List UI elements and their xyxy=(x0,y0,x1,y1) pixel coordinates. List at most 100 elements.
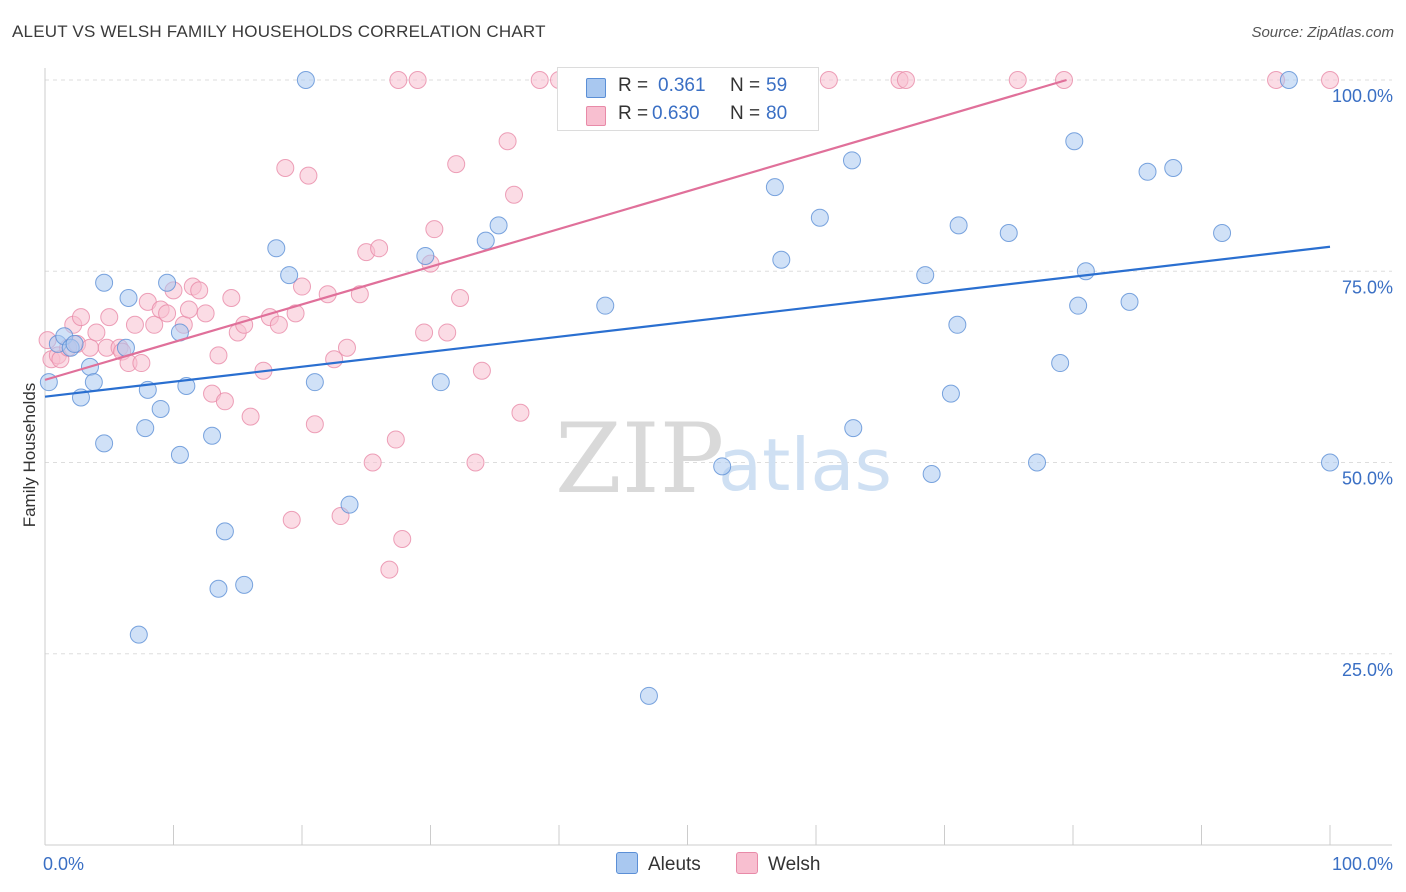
chart-title: ALEUT VS WELSH FAMILY HOUSEHOLDS CORRELA… xyxy=(12,22,546,41)
welsh-point xyxy=(179,300,198,319)
welsh-point xyxy=(132,354,151,373)
welsh-n-value: 80 xyxy=(766,103,788,124)
welsh-point xyxy=(530,71,549,89)
x-tick-label: 100.0% xyxy=(1332,854,1393,874)
aleuts-points xyxy=(39,71,1339,705)
welsh-point xyxy=(158,304,177,323)
legend-n-label: N = xyxy=(730,75,761,96)
welsh-point xyxy=(393,530,412,548)
aleuts-trendline xyxy=(44,245,1331,398)
aleuts-swatch xyxy=(586,78,606,98)
aleuts-point xyxy=(639,686,658,705)
aleuts-point xyxy=(340,495,359,514)
welsh-point xyxy=(125,315,144,334)
aleuts-point xyxy=(1213,224,1232,242)
legend-r-label: R = xyxy=(618,103,649,124)
aleuts-point xyxy=(151,399,170,418)
welsh-point xyxy=(80,338,99,357)
aleuts-point xyxy=(280,266,299,285)
source-label: Source: ZipAtlas.com xyxy=(1251,24,1394,41)
aleuts-point xyxy=(810,208,829,227)
aleuts-point xyxy=(158,273,177,292)
aleuts-point xyxy=(1051,354,1070,373)
welsh-point xyxy=(276,158,295,177)
aleuts-point xyxy=(596,296,615,315)
legend-n-label: N = xyxy=(730,103,761,124)
welsh-point xyxy=(269,315,288,334)
aleuts-point xyxy=(1138,162,1157,181)
welsh-point xyxy=(438,323,457,342)
bottom-legend-aleuts: Aleuts xyxy=(616,852,701,876)
welsh-point xyxy=(209,346,228,365)
welsh-point xyxy=(425,220,444,239)
aleuts-point xyxy=(215,522,234,541)
legend-row-aleuts: R = 0.361 N = 59 xyxy=(558,72,818,100)
welsh-point xyxy=(370,239,389,258)
welsh-legend-swatch xyxy=(736,852,758,874)
welsh-point xyxy=(408,71,427,89)
aleuts-point xyxy=(95,273,114,292)
aleuts-point xyxy=(65,334,84,353)
watermark-zip: ZIP xyxy=(555,403,724,515)
welsh-point xyxy=(293,277,311,296)
welsh-point xyxy=(145,315,164,334)
welsh-point xyxy=(505,185,524,204)
aleuts-point xyxy=(305,373,324,392)
aleuts-point xyxy=(267,239,286,258)
aleuts-legend-swatch xyxy=(616,852,638,874)
aleuts-point xyxy=(1076,262,1095,281)
aleuts-point xyxy=(1065,132,1084,151)
welsh-point xyxy=(472,361,491,380)
welsh-point xyxy=(447,155,466,174)
aleuts-point xyxy=(844,419,863,438)
welsh-point xyxy=(350,285,369,304)
aleuts-point xyxy=(1120,292,1139,311)
welsh-point xyxy=(222,289,241,308)
welsh-trendline xyxy=(44,78,1067,381)
axes xyxy=(44,68,1392,846)
aleuts-point xyxy=(1164,158,1183,177)
aleuts-n-value: 59 xyxy=(766,75,788,96)
watermark-atlas: atlas xyxy=(718,423,892,507)
aleuts-point xyxy=(119,289,138,308)
welsh-point xyxy=(1008,71,1027,89)
welsh-point xyxy=(511,403,530,422)
welsh-point xyxy=(363,453,382,472)
aleuts-point xyxy=(489,216,508,235)
tick-labels: 25.0% 50.0% 75.0% 100.0% 0.0% 100.0% xyxy=(43,86,1393,874)
welsh-point xyxy=(380,560,399,579)
welsh-point xyxy=(196,304,215,323)
aleuts-point xyxy=(916,266,935,285)
aleuts-point xyxy=(765,178,784,197)
welsh-point xyxy=(1321,71,1339,89)
welsh-point xyxy=(282,510,301,529)
aleuts-point xyxy=(84,373,103,392)
welsh-point xyxy=(498,132,517,151)
aleuts-point xyxy=(713,457,732,476)
y-tick-label: 25.0% xyxy=(1342,660,1393,680)
x-tick-label: 0.0% xyxy=(43,854,84,874)
aleuts-point xyxy=(842,151,861,170)
welsh-swatch xyxy=(586,106,606,126)
welsh-point xyxy=(286,304,305,323)
welsh-r-value: 0.630 xyxy=(652,103,700,124)
aleuts-point xyxy=(296,71,315,89)
bottom-legend-welsh: Welsh xyxy=(736,852,820,876)
aleuts-point xyxy=(999,224,1018,242)
aleuts-point xyxy=(948,315,967,334)
y-tick-label: 50.0% xyxy=(1342,469,1393,489)
welsh-point xyxy=(386,430,405,449)
aleuts-legend-label: Aleuts xyxy=(648,854,701,875)
aleuts-point xyxy=(772,250,791,269)
legend-r-label: R = xyxy=(618,75,649,96)
aleuts-point xyxy=(170,445,189,464)
welsh-point xyxy=(299,166,318,185)
aleuts-point xyxy=(235,575,254,594)
welsh-point xyxy=(305,415,324,434)
welsh-legend-label: Welsh xyxy=(768,854,821,875)
y-tick-label: 75.0% xyxy=(1342,277,1393,297)
aleuts-point xyxy=(416,246,435,265)
welsh-point xyxy=(71,308,90,327)
welsh-point xyxy=(215,392,234,411)
